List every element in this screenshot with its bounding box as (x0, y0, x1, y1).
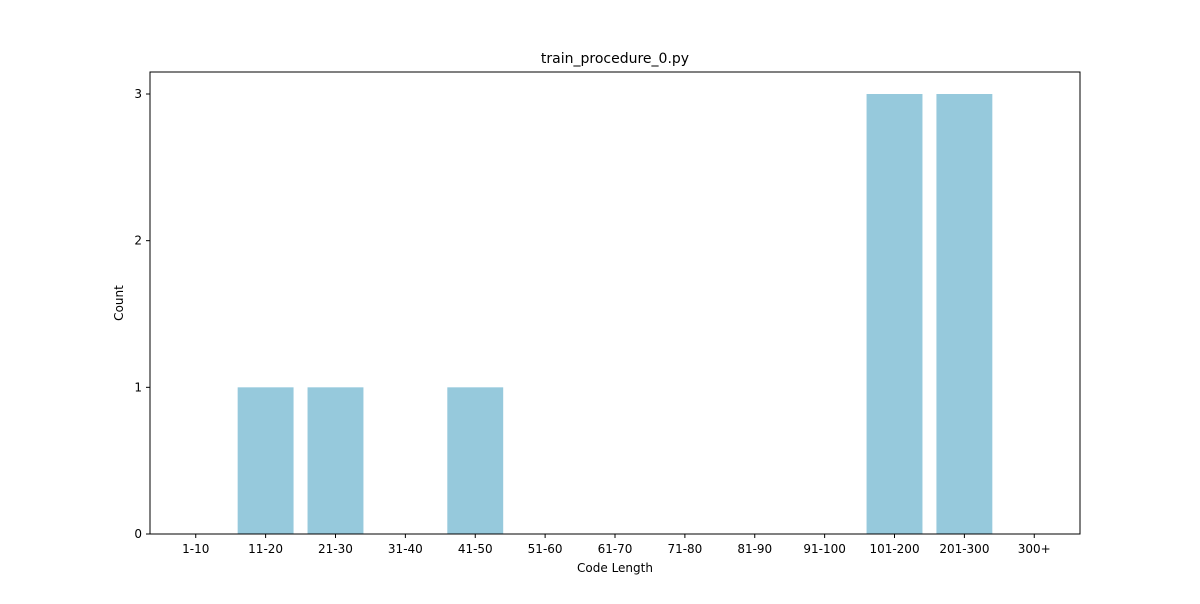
bar-11-20 (237, 387, 294, 534)
x-tick-label: 101-200 (869, 542, 919, 556)
x-tick-label: 81-90 (737, 542, 772, 556)
x-tick-label: 201-300 (939, 542, 989, 556)
bars-layer (237, 94, 993, 534)
x-tick-label: 21-30 (318, 542, 353, 556)
y-tick-label: 3 (134, 87, 142, 101)
x-tick-label: 91-100 (803, 542, 846, 556)
ticks-layer: 1-10 11-20 21-30 31-40 41-50 51-60 61-70 71-80 8… (134, 87, 1050, 556)
y-axis-label: Count (112, 285, 126, 321)
bar-21-30 (307, 387, 364, 534)
x-tick-label: 31-40 (388, 542, 423, 556)
x-tick-label: 51-60 (528, 542, 563, 556)
y-tick-label: 2 (134, 234, 142, 248)
y-tick-label: 0 (134, 527, 142, 541)
x-tick-label: 300+ (1018, 542, 1051, 556)
x-tick-label: 71-80 (667, 542, 702, 556)
bar-41-50 (447, 387, 504, 534)
bar-201-300 (936, 94, 993, 534)
y-tick-label: 1 (134, 380, 142, 394)
bar-101-200 (866, 94, 923, 534)
chart-title: train_procedure_0.py (541, 51, 689, 67)
x-tick-label: 11-20 (248, 542, 283, 556)
x-axis-label: Code Length (577, 561, 653, 575)
x-tick-label: 41-50 (458, 542, 493, 556)
x-tick-label: 1-10 (182, 542, 209, 556)
x-tick-label: 61-70 (598, 542, 633, 556)
